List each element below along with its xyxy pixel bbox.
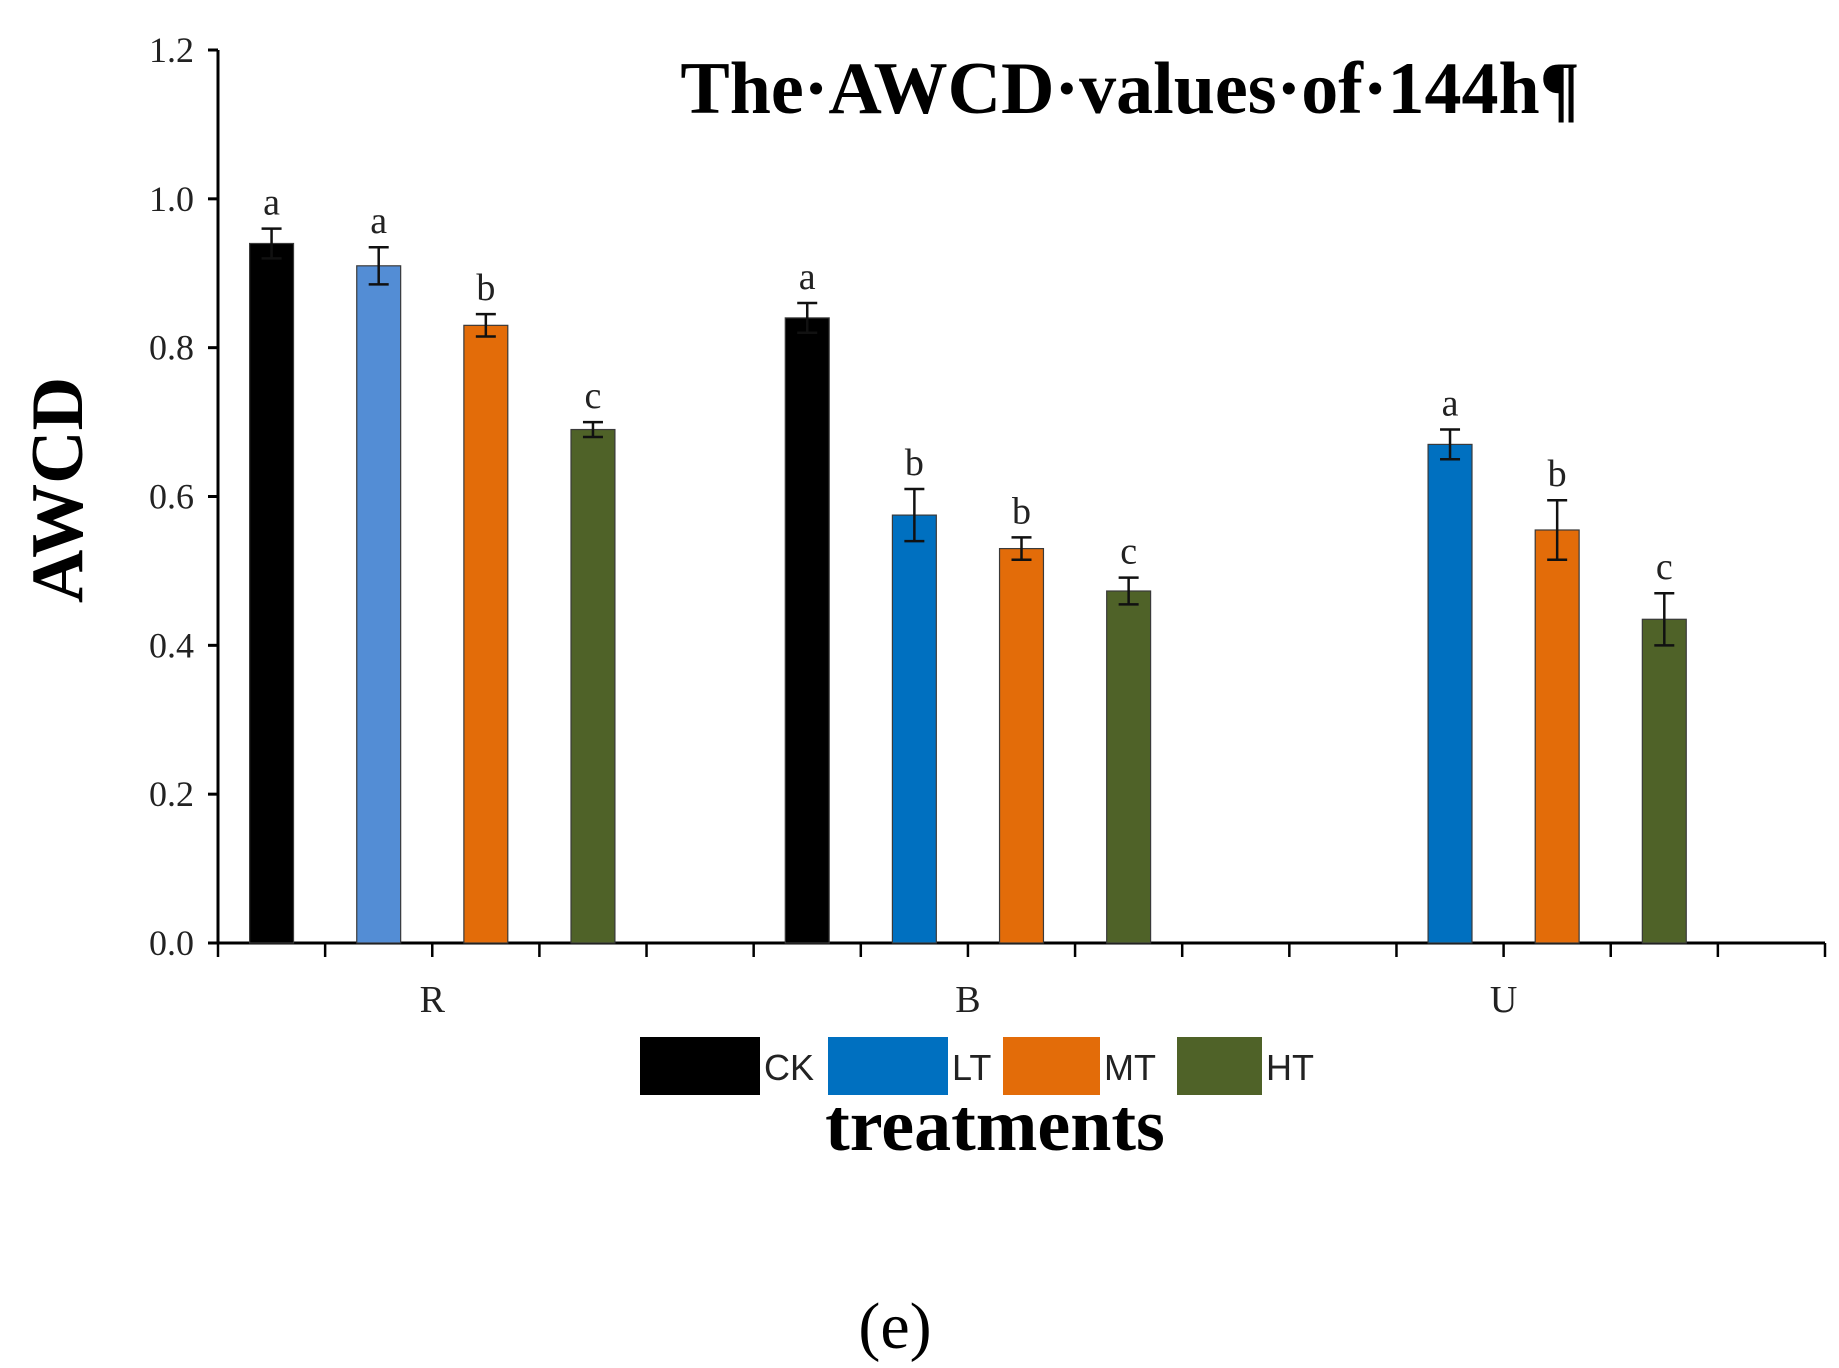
legend-label-MT: MT xyxy=(1104,1047,1156,1088)
legend-label-CK: CK xyxy=(764,1047,814,1088)
x-axis-label: treatments xyxy=(825,1085,1165,1167)
y-tick-label-0.6: 0.6 xyxy=(149,477,194,517)
figure-caption: (e) xyxy=(858,1290,931,1363)
legend-swatch-LT xyxy=(828,1037,948,1095)
bar-U-MT xyxy=(1534,529,1580,944)
bar-B-MT xyxy=(998,547,1045,944)
significance-letter-R-MT: b xyxy=(476,267,495,309)
significance-letter-U-MT: b xyxy=(1548,453,1567,495)
x-category-label-B: B xyxy=(955,979,980,1021)
legend-swatch-CK xyxy=(640,1037,760,1095)
chart-title: The·AWCD·values·of·144h¶ xyxy=(680,48,1579,130)
significance-letter-U-LT: a xyxy=(1442,383,1459,425)
bar-B-CK xyxy=(784,317,830,944)
significance-letter-R-LT: a xyxy=(370,200,387,242)
bars xyxy=(249,227,1687,944)
y-tick-label-0.2: 0.2 xyxy=(149,774,194,814)
x-category-label-R: R xyxy=(420,979,446,1021)
x-category-label-U: U xyxy=(1490,979,1517,1021)
bar-B-LT xyxy=(891,514,937,944)
legend-label-HT: HT xyxy=(1266,1047,1314,1088)
legend-swatch-HT xyxy=(1177,1037,1262,1095)
significance-letter-U-HT: c xyxy=(1656,546,1673,588)
y-axis-label: AWCD xyxy=(17,377,99,603)
bar-R-HT xyxy=(570,428,616,944)
significance-letter-B-MT: b xyxy=(1012,490,1031,532)
bar-U-LT xyxy=(1427,443,1473,944)
significance-letter-B-HT: c xyxy=(1120,531,1137,573)
bar-R-LT xyxy=(356,265,402,944)
bar-U-HT xyxy=(1641,618,1687,944)
y-tick-label-0.8: 0.8 xyxy=(149,328,194,368)
legend: CK LT MT HT xyxy=(640,1037,1314,1095)
legend-label-LT: LT xyxy=(952,1047,991,1088)
bar-R-CK xyxy=(249,242,295,944)
legend-swatch-MT xyxy=(1003,1037,1100,1095)
bar-B-HT xyxy=(1106,590,1152,944)
y-tick-label-0.4: 0.4 xyxy=(149,625,194,665)
y-tick-label-1.0: 1.0 xyxy=(149,179,194,219)
significance-letter-B-LT: b xyxy=(905,442,924,484)
y-tick-label-1.2: 1.2 xyxy=(149,30,194,70)
y-tick-label-0.0: 0.0 xyxy=(149,923,194,963)
labels: a a b c a b b c a b c xyxy=(263,182,1673,589)
significance-letter-B-CK: a xyxy=(799,256,816,298)
significance-letter-R-HT: c xyxy=(585,375,602,417)
significance-letter-R-CK: a xyxy=(263,182,280,224)
bar-R-MT xyxy=(463,324,509,944)
